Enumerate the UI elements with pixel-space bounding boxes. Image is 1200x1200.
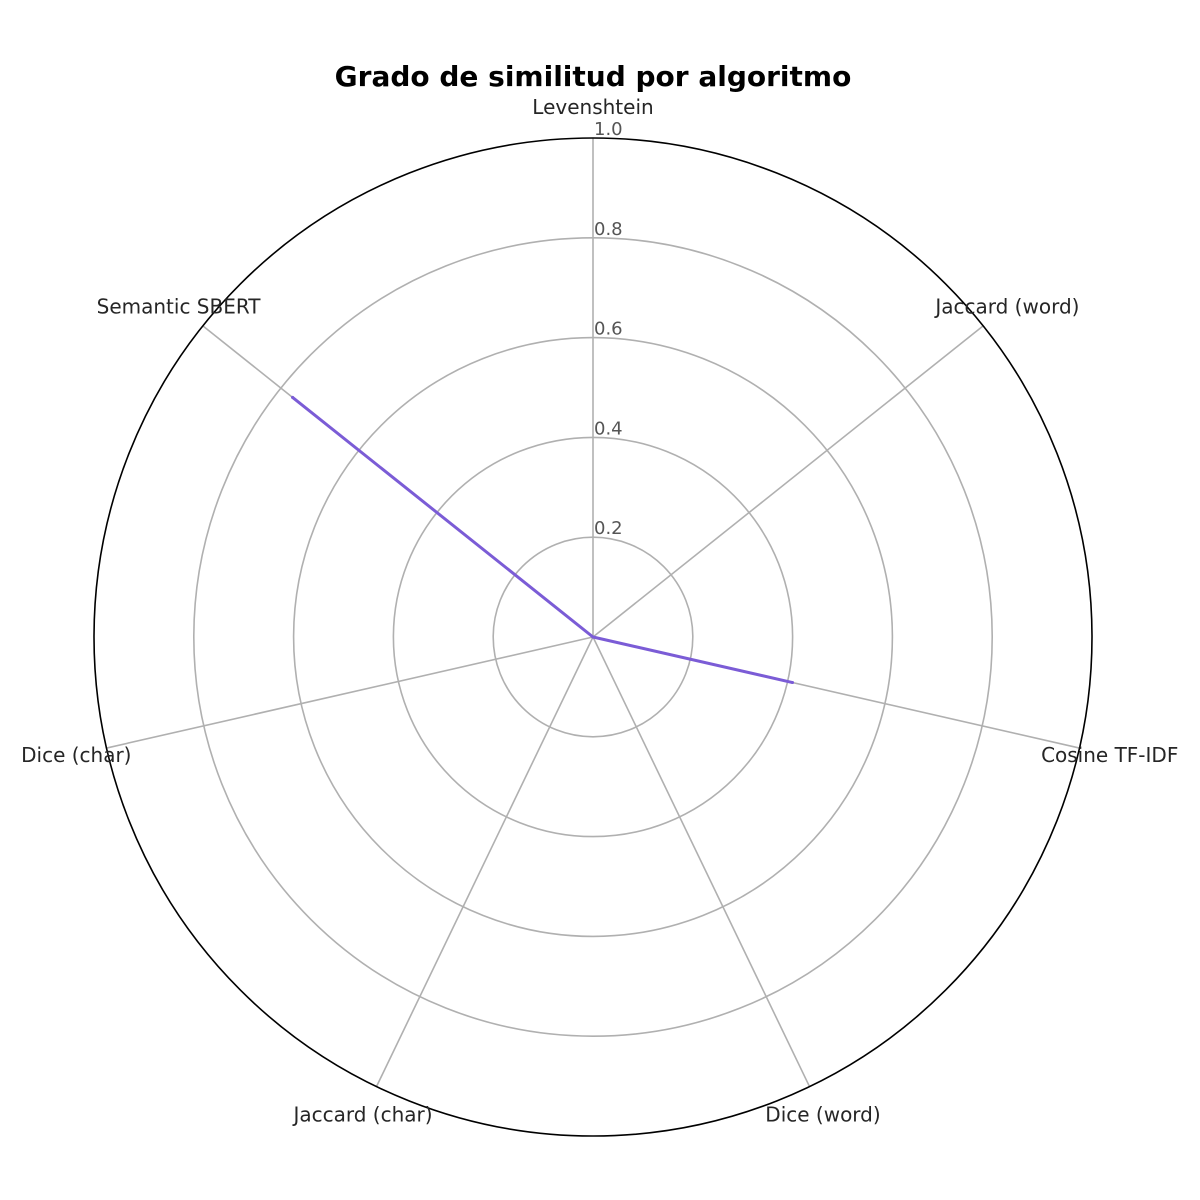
- chart-title: Grado de similitud por algoritmo: [335, 60, 852, 93]
- spoke-4: [375, 636, 594, 1087]
- radial-tick-labels: 0.2 0.4 0.6 0.8 1.0: [594, 119, 623, 539]
- spoke-5: [106, 636, 594, 749]
- category-label-0: Levenshtein: [532, 95, 653, 119]
- category-labels: Levenshtein Jaccard (word) Cosine TF-IDF Di…: [21, 95, 1178, 1127]
- tick-label-1: 0.4: [594, 418, 623, 439]
- spoke-3: [592, 636, 811, 1087]
- data-point-6: [291, 395, 295, 399]
- outer-frame: [93, 137, 1093, 1137]
- spoke-1: [592, 325, 984, 638]
- tick-label-3: 0.8: [594, 219, 623, 240]
- tick-label-0: 0.2: [594, 518, 623, 539]
- data-point-2: [790, 681, 794, 685]
- data-point-5: [591, 635, 595, 639]
- category-label-3: Dice (word): [765, 1103, 880, 1127]
- axis-spokes: [106, 138, 1080, 1087]
- category-label-4: Jaccard (char): [291, 1103, 432, 1127]
- tick-label-2: 0.6: [594, 319, 623, 340]
- category-label-1: Jaccard (word): [933, 295, 1079, 319]
- series-layer: [291, 395, 794, 685]
- category-label-2: Cosine TF-IDF: [1041, 743, 1178, 767]
- category-label-6: Semantic SBERT: [97, 295, 262, 319]
- category-label-5: Dice (char): [21, 743, 131, 767]
- tick-label-4: 1.0: [594, 119, 623, 140]
